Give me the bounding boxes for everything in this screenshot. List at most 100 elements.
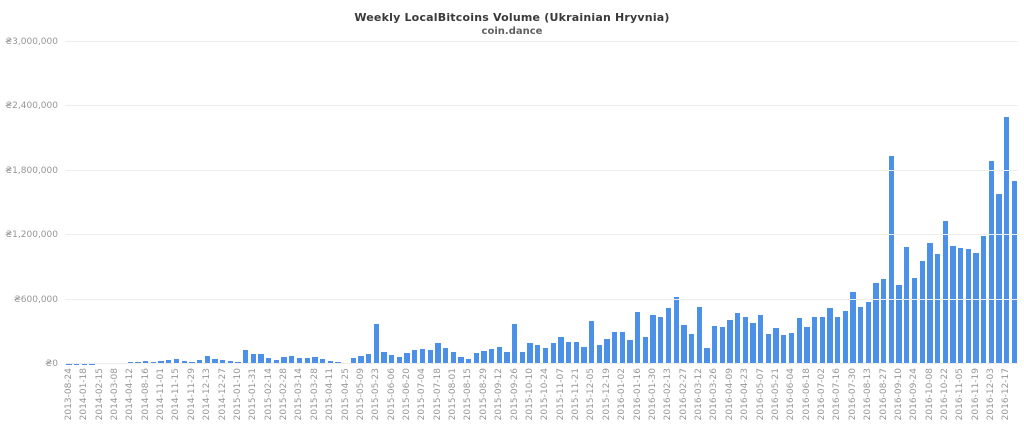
bar[interactable]	[665, 308, 672, 364]
bar[interactable]	[458, 356, 464, 364]
bar[interactable]	[412, 350, 418, 364]
bar[interactable]	[227, 361, 233, 364]
bar[interactable]	[904, 246, 910, 364]
bar[interactable]	[588, 320, 595, 364]
bar[interactable]	[896, 285, 902, 364]
bar[interactable]	[189, 361, 195, 364]
bar[interactable]	[496, 346, 502, 364]
bar[interactable]	[873, 282, 879, 364]
bar[interactable]	[965, 249, 971, 364]
bar[interactable]	[911, 278, 918, 364]
bar[interactable]	[642, 336, 649, 364]
bar[interactable]	[773, 328, 779, 364]
bar[interactable]	[834, 316, 841, 364]
bar[interactable]	[704, 348, 710, 364]
bar[interactable]	[465, 359, 472, 364]
bar[interactable]	[765, 333, 772, 364]
bar[interactable]	[758, 314, 764, 364]
bar[interactable]	[927, 243, 933, 364]
bar[interactable]	[312, 357, 318, 364]
bar[interactable]	[858, 306, 864, 364]
bar[interactable]	[166, 360, 172, 364]
bar[interactable]	[489, 349, 495, 364]
bar[interactable]	[727, 320, 733, 364]
bar[interactable]	[243, 350, 249, 364]
bar[interactable]	[796, 318, 802, 364]
bar[interactable]	[258, 354, 264, 364]
bar[interactable]	[135, 361, 141, 364]
bar[interactable]	[888, 155, 895, 364]
bar[interactable]	[565, 342, 572, 364]
bar[interactable]	[950, 246, 956, 364]
bar[interactable]	[973, 253, 979, 364]
bar[interactable]	[481, 350, 487, 364]
bar[interactable]	[612, 332, 618, 364]
bar[interactable]	[427, 350, 433, 364]
bar[interactable]	[442, 348, 449, 364]
bar[interactable]	[389, 355, 395, 364]
bar[interactable]	[627, 339, 633, 364]
bar[interactable]	[942, 221, 948, 364]
bar[interactable]	[819, 317, 825, 364]
bar[interactable]	[988, 160, 994, 364]
bar[interactable]	[696, 306, 702, 364]
bar[interactable]	[719, 327, 725, 364]
bar[interactable]	[519, 351, 526, 364]
bar[interactable]	[212, 358, 218, 364]
bar[interactable]	[250, 354, 256, 364]
bar[interactable]	[196, 359, 203, 364]
bar[interactable]	[266, 358, 272, 364]
bar[interactable]	[735, 313, 741, 364]
bar[interactable]	[981, 236, 987, 364]
bar[interactable]	[396, 357, 403, 364]
bar[interactable]	[350, 357, 356, 364]
bar[interactable]	[558, 336, 564, 364]
bar[interactable]	[842, 310, 848, 364]
bar[interactable]	[473, 353, 479, 364]
bar[interactable]	[742, 316, 748, 364]
bar[interactable]	[711, 326, 718, 364]
bar[interactable]	[635, 312, 641, 364]
bar[interactable]	[366, 354, 372, 364]
bar[interactable]	[865, 302, 871, 364]
bar[interactable]	[527, 342, 533, 364]
bar[interactable]	[335, 361, 341, 364]
bar[interactable]	[173, 358, 180, 364]
bar[interactable]	[273, 360, 280, 364]
bar[interactable]	[804, 327, 810, 364]
bar[interactable]	[373, 324, 379, 364]
bar[interactable]	[450, 351, 456, 364]
bar[interactable]	[750, 322, 756, 364]
bar[interactable]	[219, 360, 226, 364]
bar[interactable]	[181, 361, 187, 364]
bar[interactable]	[781, 335, 787, 364]
bar[interactable]	[596, 345, 602, 364]
bar[interactable]	[542, 348, 549, 364]
bar[interactable]	[281, 357, 287, 364]
bar[interactable]	[358, 355, 364, 364]
bar[interactable]	[619, 331, 625, 364]
bar[interactable]	[881, 279, 887, 364]
bar[interactable]	[919, 260, 925, 364]
bar[interactable]	[957, 248, 964, 364]
bar[interactable]	[235, 361, 241, 364]
bar[interactable]	[381, 352, 387, 364]
bar[interactable]	[688, 333, 695, 364]
bar[interactable]	[811, 316, 818, 364]
bar[interactable]	[304, 358, 310, 364]
bar[interactable]	[143, 361, 149, 364]
bar[interactable]	[827, 308, 833, 364]
bar[interactable]	[604, 339, 610, 364]
bar[interactable]	[650, 314, 656, 364]
bar[interactable]	[581, 347, 587, 364]
bar[interactable]	[158, 361, 164, 364]
bar[interactable]	[934, 254, 941, 364]
bar[interactable]	[204, 355, 210, 364]
bar[interactable]	[1004, 116, 1010, 364]
bar[interactable]	[788, 332, 795, 364]
bar[interactable]	[850, 291, 856, 364]
bar[interactable]	[289, 355, 295, 364]
bar[interactable]	[1011, 180, 1018, 364]
bar[interactable]	[658, 316, 664, 364]
bar[interactable]	[319, 358, 326, 364]
